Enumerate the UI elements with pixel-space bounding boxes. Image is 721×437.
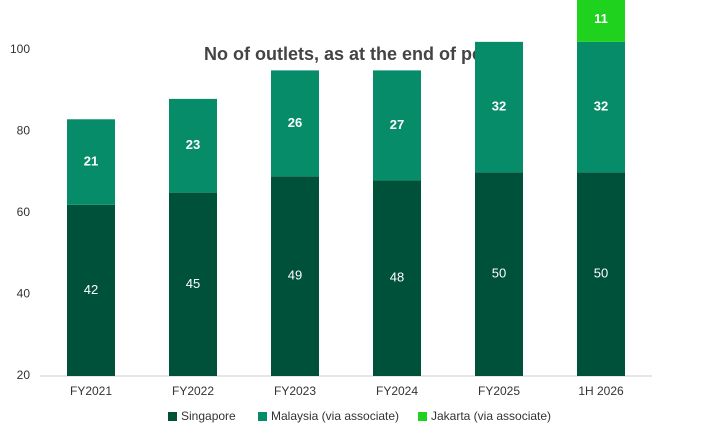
bar-segment <box>169 192 217 376</box>
legend-label: Singapore <box>181 409 236 423</box>
data-label: 23 <box>186 137 200 152</box>
bar-segment <box>271 70 319 177</box>
y-tick-label: 60 <box>17 205 31 219</box>
legend-swatch <box>168 412 177 421</box>
bar-segment <box>475 41 523 173</box>
x-tick-label: FY2023 <box>274 384 316 398</box>
data-label: 50 <box>492 266 506 281</box>
bar-segment <box>577 0 625 42</box>
bar-segment <box>577 41 625 173</box>
data-label: 50 <box>594 266 608 281</box>
data-label: 21 <box>84 154 98 169</box>
x-tick-label: FY2025 <box>478 384 520 398</box>
y-tick-label: 40 <box>17 287 31 301</box>
data-label: 11 <box>594 11 608 26</box>
x-tick-label: 1H 2026 <box>578 384 624 398</box>
legend-label: Jakarta (via associate) <box>431 409 551 423</box>
data-label: 26 <box>288 115 302 130</box>
data-label: 48 <box>390 270 404 285</box>
data-label: 32 <box>594 98 608 113</box>
bar-segment <box>67 204 115 376</box>
x-tick-label: FY2024 <box>376 384 418 398</box>
bar-segment <box>373 180 421 376</box>
y-tick-label: 80 <box>17 124 31 138</box>
legend-swatch <box>258 412 267 421</box>
bar-segment <box>67 119 115 205</box>
data-label: 27 <box>390 117 404 132</box>
chart-title: No of outlets, as at the end of period <box>204 44 516 64</box>
bar-segment <box>475 172 523 376</box>
x-tick-label: FY2021 <box>70 384 112 398</box>
x-tick-label: FY2022 <box>172 384 214 398</box>
bar-segment <box>271 176 319 376</box>
y-tick-label: 20 <box>17 368 31 382</box>
legend-label: Malaysia (via associate) <box>271 409 399 423</box>
data-label: 45 <box>186 276 200 291</box>
legend-swatch <box>418 412 427 421</box>
bar-segment <box>373 70 421 181</box>
data-label: 32 <box>492 98 506 113</box>
bar-segment <box>169 98 217 193</box>
data-label: 42 <box>84 282 98 297</box>
bar-segment <box>577 172 625 376</box>
y-tick-label: 100 <box>10 42 30 56</box>
data-label: 49 <box>288 268 302 283</box>
